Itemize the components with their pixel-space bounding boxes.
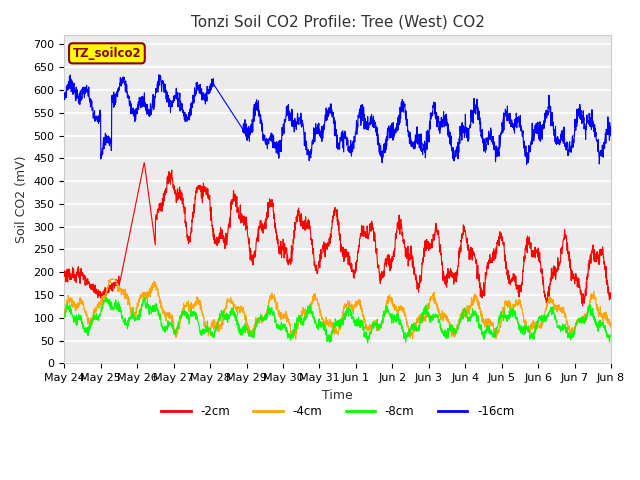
Title: Tonzi Soil CO2 Profile: Tree (West) CO2: Tonzi Soil CO2 Profile: Tree (West) CO2 (191, 15, 484, 30)
Text: TZ_soilco2: TZ_soilco2 (72, 47, 141, 60)
Y-axis label: Soil CO2 (mV): Soil CO2 (mV) (15, 156, 28, 243)
Legend: -2cm, -4cm, -8cm, -16cm: -2cm, -4cm, -8cm, -16cm (156, 401, 519, 423)
X-axis label: Time: Time (323, 389, 353, 402)
